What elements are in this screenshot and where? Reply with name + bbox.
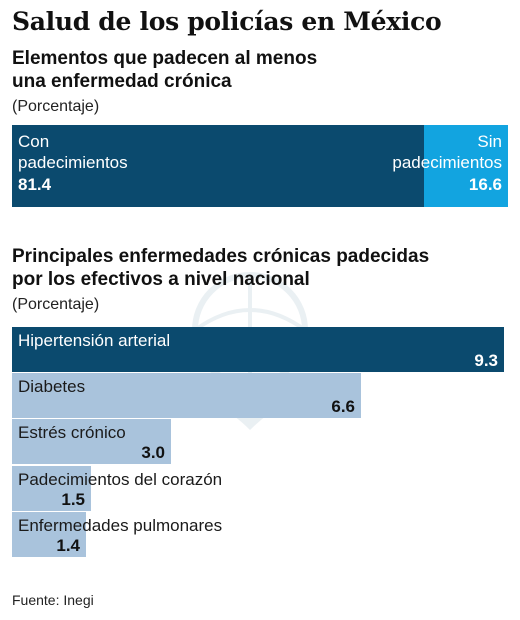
section2-unit: (Porcentaje) xyxy=(12,296,100,313)
bar-value-label: 3.0 xyxy=(141,443,165,462)
bar-label: Enfermedades pulmonares xyxy=(18,516,223,535)
segment-label-line: padecimientos xyxy=(18,153,128,172)
bar xyxy=(12,327,504,372)
section1-unit: (Porcentaje) xyxy=(12,98,100,115)
section1-subtitle-line2: una enfermedad crónica xyxy=(12,71,232,92)
bar-value-label: 1.5 xyxy=(61,490,85,509)
bar-value-label: 6.6 xyxy=(331,397,355,416)
bar-row: Estrés crónico 3.0 xyxy=(12,419,504,464)
bar-row: Hipertensión arterial 9.3 xyxy=(12,327,504,372)
section2-subtitle-line2: por los efectivos a nivel nacional xyxy=(12,269,310,290)
horizontal-bar-chart: Hipertensión arterial 9.3 Diabetes 6.6 Estré… xyxy=(12,327,508,562)
bar xyxy=(12,419,171,464)
bar-row: Padecimientos del corazón 1.5 xyxy=(12,466,504,511)
bar-value-label: 1.4 xyxy=(56,536,80,555)
segment-con-padecimientos: Con padecimientos 81.4 xyxy=(12,125,424,207)
segment-label: Con padecimientos xyxy=(18,131,128,173)
source-note: Fuente: Inegi xyxy=(12,592,94,608)
bar-label: Diabetes xyxy=(18,377,86,396)
segment-label-line: padecimientos xyxy=(392,153,502,172)
bar xyxy=(12,466,91,511)
bar-label: Padecimientos del corazón xyxy=(18,470,223,489)
segment-label-line: Con xyxy=(18,132,50,151)
bar xyxy=(12,512,86,557)
segment-value: 16.6 xyxy=(468,175,502,194)
stacked-bar-chart: Con padecimientos 81.4 Sin padecimientos 16.6 xyxy=(12,125,508,207)
section2-subtitle-line1: Principales enfermedades crónicas padeci… xyxy=(12,246,430,267)
bar-label: Hipertensión arterial xyxy=(18,331,171,350)
bar-row: Diabetes 6.6 xyxy=(12,373,504,418)
segment-label-line: Sin xyxy=(477,132,502,151)
bar-row: Enfermedades pulmonares 1.4 xyxy=(12,512,504,557)
bar-value-label: 9.3 xyxy=(474,351,498,370)
segment-label: Sin padecimientos xyxy=(392,131,502,173)
bar-label: Estrés crónico xyxy=(18,423,126,442)
section1-subtitle-line1: Elementos que padecen al menos xyxy=(12,48,318,69)
bar xyxy=(12,373,361,418)
page-title: Salud de los policías en México xyxy=(12,7,442,36)
segment-value: 81.4 xyxy=(18,175,52,194)
segment-sin-padecimientos: Sin padecimientos 16.6 xyxy=(392,125,508,207)
